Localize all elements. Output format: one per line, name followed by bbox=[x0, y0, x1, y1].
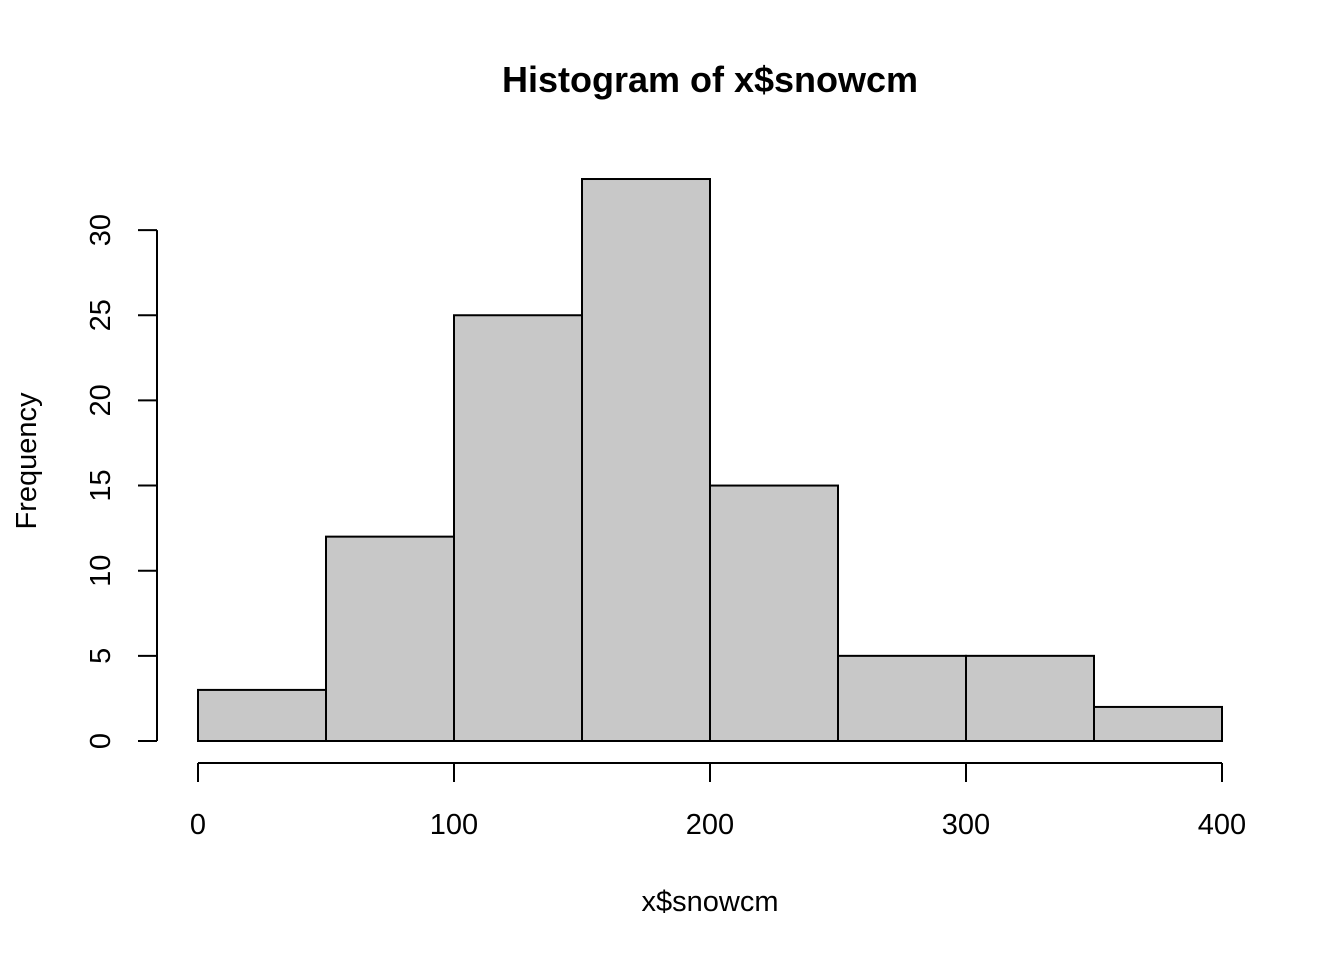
histogram-bar-6 bbox=[965, 654, 1095, 742]
x-tick-label-1: 100 bbox=[430, 809, 478, 841]
y-axis-label: Frequency bbox=[11, 392, 43, 530]
histogram-bar-1 bbox=[325, 535, 455, 743]
y-tick-label-4: 20 bbox=[85, 384, 117, 416]
x-tick-label-2: 200 bbox=[686, 809, 734, 841]
x-axis-label: x$snowcm bbox=[642, 886, 779, 918]
y-tick-label-5: 25 bbox=[85, 299, 117, 331]
y-tick-label-2: 10 bbox=[85, 555, 117, 587]
y-tick-label-6: 30 bbox=[85, 214, 117, 246]
y-tick-label-0: 0 bbox=[85, 733, 117, 749]
chart-title: Histogram of x$snowcm bbox=[502, 59, 918, 100]
bars bbox=[197, 178, 1223, 743]
x-axis: 0 100 200 300 400 bbox=[190, 762, 1246, 841]
y-tick-label-1: 5 bbox=[85, 648, 117, 664]
y-tick-label-3: 15 bbox=[85, 469, 117, 501]
histogram-bar-5 bbox=[837, 654, 967, 742]
y-axis: 0 5 10 15 20 25 30 bbox=[85, 214, 158, 749]
histogram-bar-0 bbox=[197, 688, 327, 742]
x-tick-label-4: 400 bbox=[1198, 809, 1246, 841]
histogram-bar-2 bbox=[453, 314, 583, 742]
histogram-bar-4 bbox=[709, 484, 839, 742]
histogram-bar-3 bbox=[581, 178, 711, 742]
histogram-bar-7 bbox=[1093, 705, 1223, 743]
x-tick-label-3: 300 bbox=[942, 809, 990, 841]
x-tick-label-0: 0 bbox=[190, 809, 206, 841]
